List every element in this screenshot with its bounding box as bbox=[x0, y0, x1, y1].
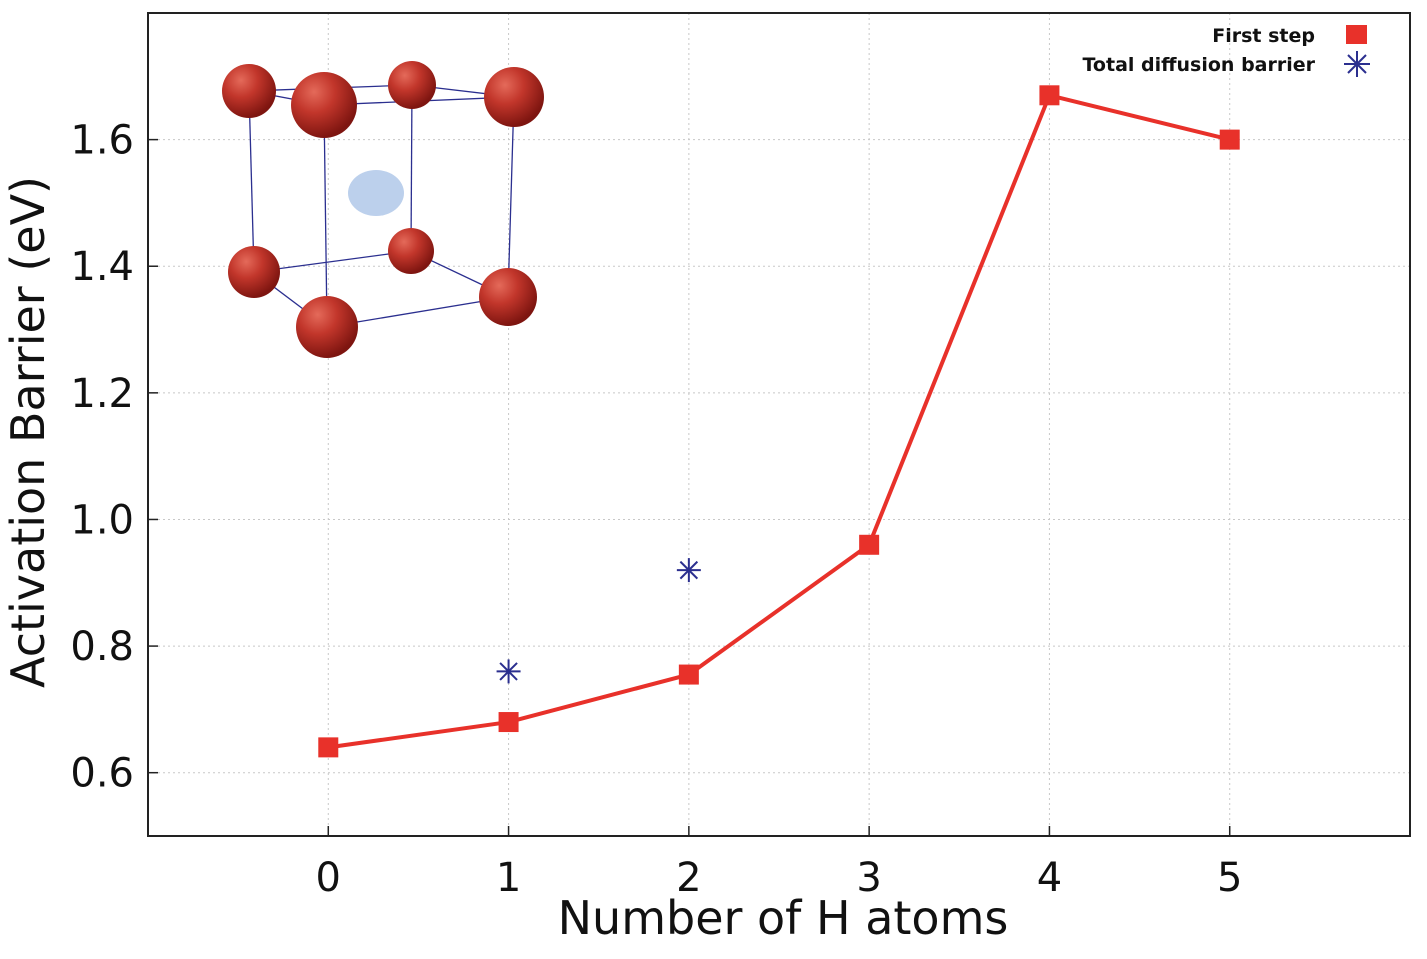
data-point-asterisk bbox=[496, 659, 521, 684]
y-tick-label: 0.6 bbox=[70, 751, 134, 797]
x-axis-ticks: 0 1 2 3 4 5 bbox=[316, 826, 1242, 901]
data-point-square bbox=[1219, 129, 1240, 150]
x-tick-label: 1 bbox=[496, 855, 521, 901]
x-tick-label: 4 bbox=[1037, 855, 1062, 901]
legend-marker-total-diffusion-barrier bbox=[1344, 51, 1370, 77]
y-tick-label: 1.4 bbox=[70, 244, 134, 290]
legend-label-first-step: First step bbox=[1212, 25, 1315, 47]
x-tick-label: 5 bbox=[1217, 855, 1242, 901]
data-point-square bbox=[859, 534, 880, 555]
y-tick-label: 1.6 bbox=[70, 118, 134, 164]
x-tick-label: 2 bbox=[676, 855, 701, 901]
plot-frame bbox=[147, 12, 1411, 837]
series-line bbox=[328, 93, 1231, 750]
y-axis-label: Activation Barrier (eV) bbox=[1, 176, 55, 688]
y-tick-label: 0.8 bbox=[70, 624, 134, 670]
unit-cell-illustration bbox=[222, 61, 544, 358]
legend-marker-first-step bbox=[1346, 25, 1367, 44]
y-axis-ticks: 0.6 0.8 1.0 1.2 1.4 1.6 bbox=[70, 118, 158, 797]
x-tick-label: 3 bbox=[856, 855, 881, 901]
data-point-square bbox=[1039, 85, 1060, 106]
series-layer bbox=[318, 85, 1240, 758]
x-tick-label: 0 bbox=[316, 855, 341, 901]
data-point-asterisk bbox=[676, 558, 701, 583]
legend-label-total-diffusion-barrier: Total diffusion barrier bbox=[1083, 54, 1316, 76]
series-0 bbox=[318, 85, 1240, 758]
y-tick-label: 1.0 bbox=[70, 497, 134, 543]
grid bbox=[148, 13, 1410, 836]
series-1 bbox=[496, 558, 701, 684]
y-tick-label: 1.2 bbox=[70, 371, 134, 417]
data-point-square bbox=[318, 737, 339, 758]
data-point-square bbox=[678, 664, 699, 685]
legend: First step Total diffusion barrier bbox=[1083, 25, 1370, 77]
data-point-square bbox=[498, 712, 519, 733]
x-axis-label: Number of H atoms bbox=[558, 891, 1009, 945]
